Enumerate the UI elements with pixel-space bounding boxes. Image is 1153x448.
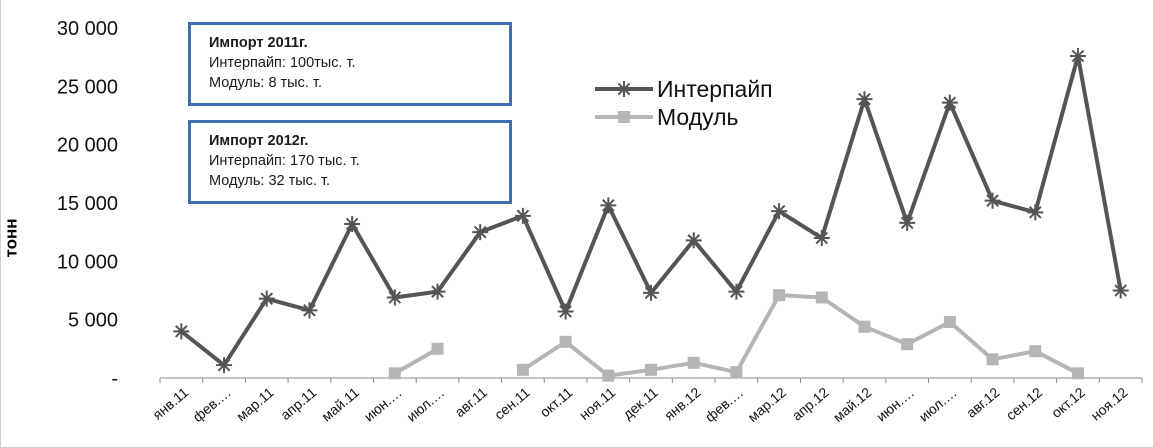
interpipe-point bbox=[344, 216, 361, 232]
x-tick-label: май.12 bbox=[830, 384, 875, 425]
x-tick-label: июн.… bbox=[873, 384, 917, 425]
series-line bbox=[393, 347, 439, 376]
annotation-title: Импорт 2012г. bbox=[209, 133, 309, 149]
modul-point bbox=[901, 338, 914, 351]
interpipe-point bbox=[429, 283, 446, 300]
interpipe-point bbox=[600, 197, 617, 214]
legend-star-icon bbox=[616, 81, 632, 97]
interpipe-point bbox=[899, 214, 916, 231]
x-tick-label: ноя.11 bbox=[576, 384, 618, 423]
interpipe-point bbox=[771, 203, 788, 220]
y-tick-label: 15 000 bbox=[57, 193, 118, 215]
modul-point bbox=[858, 320, 871, 333]
interpipe-point bbox=[728, 283, 745, 300]
x-tick-label: сен.12 bbox=[1003, 384, 1046, 423]
interpipe-point bbox=[1027, 204, 1044, 221]
annotation-line: Модуль: 32 тыс. т. bbox=[209, 173, 331, 189]
interpipe-point bbox=[685, 232, 702, 249]
x-tick-label: май.11 bbox=[318, 384, 362, 424]
interpipe-point bbox=[514, 207, 531, 224]
y-tick-label: 10 000 bbox=[57, 251, 118, 273]
annotation-line: Модуль: 8 тыс. т. bbox=[209, 75, 322, 91]
interpipe-point bbox=[258, 290, 275, 307]
interpipe-point bbox=[386, 289, 403, 306]
x-tick-label: апр.12 bbox=[789, 384, 832, 424]
x-tick-label: июл.… bbox=[403, 384, 447, 425]
x-tick-label: окт.12 bbox=[1048, 384, 1088, 421]
modul-point bbox=[1071, 367, 1084, 380]
legend-label: Модуль bbox=[657, 104, 739, 130]
modul-point bbox=[431, 342, 444, 355]
x-tick-label: окт.11 bbox=[537, 384, 576, 420]
annotation-line: Интерпайп: 100тыс. т. bbox=[209, 55, 356, 71]
series-line bbox=[521, 293, 1079, 378]
x-tick-label: янв.12 bbox=[661, 384, 704, 424]
modul-point bbox=[687, 356, 700, 369]
interpipe-point bbox=[643, 284, 659, 301]
interpipe-point bbox=[941, 94, 958, 111]
y-tick-label: 25 000 bbox=[57, 76, 118, 98]
x-tick-label: фев.… bbox=[189, 384, 233, 425]
x-tick-label: июн.… bbox=[361, 384, 405, 425]
x-tick-label: янв.11 bbox=[149, 384, 191, 423]
modul-point bbox=[815, 291, 828, 304]
import-2011-annotation: Импорт 2011г. Интерпайп: 100тыс. т. Моду… bbox=[188, 22, 512, 106]
x-tick-label: дек.11 bbox=[620, 384, 661, 422]
x-tick-label: апр.11 bbox=[277, 384, 319, 423]
y-axis-title: тонн bbox=[1, 218, 21, 258]
interpipe-point bbox=[216, 357, 233, 374]
interpipe-point bbox=[984, 192, 1001, 209]
interpipe-point bbox=[301, 302, 318, 319]
annotation-line: Интерпайп: 170 тыс. т. bbox=[209, 153, 360, 169]
modul-point bbox=[943, 316, 956, 328]
legend-square-icon bbox=[618, 111, 630, 123]
x-tick-label: июл.… bbox=[916, 384, 960, 425]
interpipe-point bbox=[173, 323, 190, 340]
x-tick-label: фев.… bbox=[702, 384, 746, 425]
modul-point bbox=[986, 353, 999, 366]
y-tick-label: - bbox=[111, 368, 118, 390]
interpipe-point bbox=[472, 224, 489, 241]
y-tick-label: 20 000 bbox=[57, 135, 118, 157]
interpipe-point bbox=[1112, 282, 1129, 299]
modul-point bbox=[730, 366, 743, 379]
modul-point bbox=[645, 363, 657, 376]
x-tick-label: авг.11 bbox=[451, 384, 490, 420]
x-tick-label: авг.12 bbox=[963, 384, 1003, 421]
x-tick-label: сен.11 bbox=[491, 384, 533, 423]
interpipe-point bbox=[856, 91, 873, 108]
interpipe-point bbox=[557, 303, 574, 320]
x-tick-label: мар.12 bbox=[745, 384, 790, 425]
modul-point bbox=[773, 289, 786, 302]
modul-point bbox=[388, 367, 401, 380]
modul-point bbox=[1029, 345, 1042, 358]
modul-point bbox=[559, 335, 572, 348]
interpipe-point bbox=[1069, 48, 1086, 64]
legend-label: Интерпайп bbox=[657, 76, 773, 102]
y-tick-label: 30 000 bbox=[57, 18, 118, 40]
annotation-title: Импорт 2011г. bbox=[209, 35, 308, 51]
modul-point bbox=[516, 363, 529, 376]
modul-point bbox=[602, 369, 615, 382]
x-tick-label: ноя.12 bbox=[1088, 384, 1131, 424]
interpipe-point bbox=[813, 230, 830, 246]
import-2012-annotation: Импорт 2012г. Интерпайп: 170 тыс. т. Мод… bbox=[188, 120, 512, 204]
x-tick-label: мар.11 bbox=[233, 384, 277, 424]
y-tick-label: 5 000 bbox=[68, 310, 118, 332]
